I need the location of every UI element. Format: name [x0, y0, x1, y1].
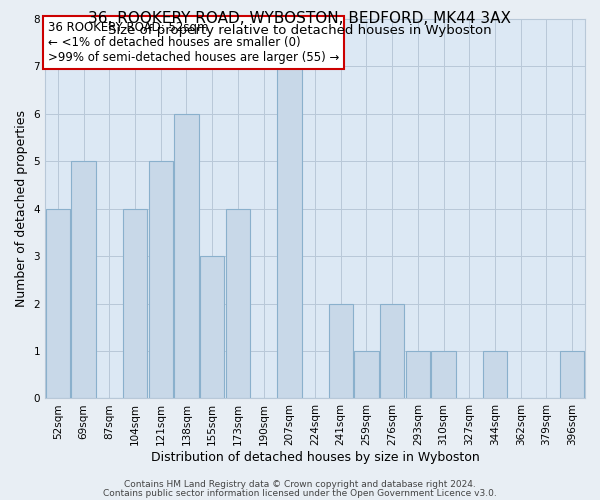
Bar	[431, 351, 456, 399]
Bar	[483, 351, 507, 399]
Text: 36, ROOKERY ROAD, WYBOSTON, BEDFORD, MK44 3AX: 36, ROOKERY ROAD, WYBOSTON, BEDFORD, MK4…	[89, 11, 511, 26]
Text: Contains public sector information licensed under the Open Government Licence v3: Contains public sector information licen…	[103, 489, 497, 498]
Text: Contains HM Land Registry data © Crown copyright and database right 2024.: Contains HM Land Registry data © Crown c…	[124, 480, 476, 489]
Bar	[226, 208, 250, 398]
Bar	[560, 351, 584, 399]
Bar	[406, 351, 430, 399]
Bar	[71, 162, 96, 398]
Text: 36 ROOKERY ROAD: 52sqm
← <1% of detached houses are smaller (0)
>99% of semi-det: 36 ROOKERY ROAD: 52sqm ← <1% of detached…	[48, 21, 339, 64]
Bar	[200, 256, 224, 398]
Bar	[46, 208, 70, 398]
X-axis label: Distribution of detached houses by size in Wyboston: Distribution of detached houses by size …	[151, 451, 479, 464]
Bar	[277, 66, 302, 398]
Bar	[174, 114, 199, 399]
Text: Size of property relative to detached houses in Wyboston: Size of property relative to detached ho…	[108, 24, 492, 37]
Bar	[149, 162, 173, 398]
Bar	[354, 351, 379, 399]
Bar	[123, 208, 147, 398]
Y-axis label: Number of detached properties: Number of detached properties	[15, 110, 28, 307]
Bar	[380, 304, 404, 398]
Bar	[329, 304, 353, 398]
